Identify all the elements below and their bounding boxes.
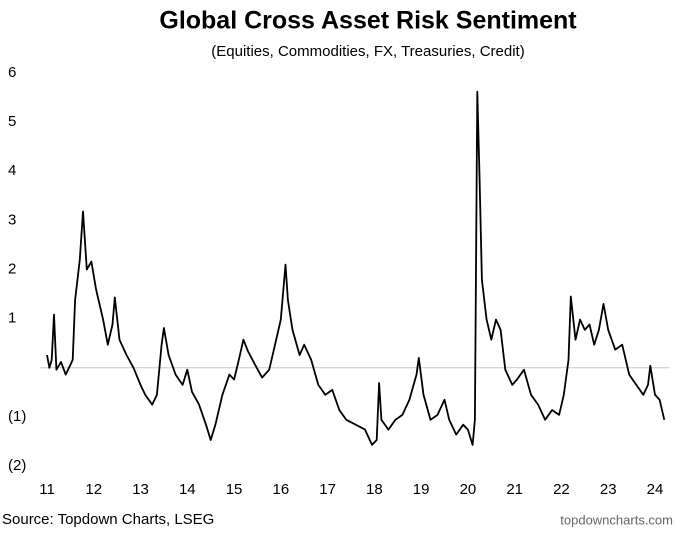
x-tick-label: 12	[85, 481, 102, 498]
x-tick-label: 17	[319, 481, 336, 498]
y-tick-label: 4	[8, 162, 16, 179]
x-tick-label: 14	[179, 481, 196, 498]
watermark: topdowncharts.com	[560, 512, 673, 527]
source-note: Source: Topdown Charts, LSEG	[2, 511, 214, 528]
x-tick-label: 23	[600, 481, 617, 498]
y-tick-label: (2)	[8, 457, 26, 474]
y-tick-label: 3	[8, 211, 16, 228]
x-tick-label: 11	[39, 481, 55, 498]
x-tick-label: 24	[647, 481, 664, 498]
y-tick-label: 2	[8, 260, 16, 277]
y-tick-label: 1	[8, 310, 16, 327]
x-tick-label: 22	[553, 481, 570, 498]
chart-subtitle: (Equities, Commodities, FX, Treasuries, …	[211, 43, 524, 60]
y-tick-label: (1)	[8, 408, 26, 425]
y-tick-label: 6	[8, 64, 16, 81]
y-tick-label: 5	[8, 113, 16, 130]
x-tick-label: 13	[132, 481, 149, 498]
x-tick-label: 16	[273, 481, 290, 498]
x-tick-label: 19	[413, 481, 430, 498]
chart-title: Global Cross Asset Risk Sentiment	[159, 7, 577, 35]
x-tick-label: 18	[366, 481, 383, 498]
sentiment-line	[46, 90, 666, 446]
x-tick-label: 15	[226, 481, 243, 498]
x-tick-label: 20	[460, 481, 477, 498]
x-tick-label: 21	[506, 481, 523, 498]
